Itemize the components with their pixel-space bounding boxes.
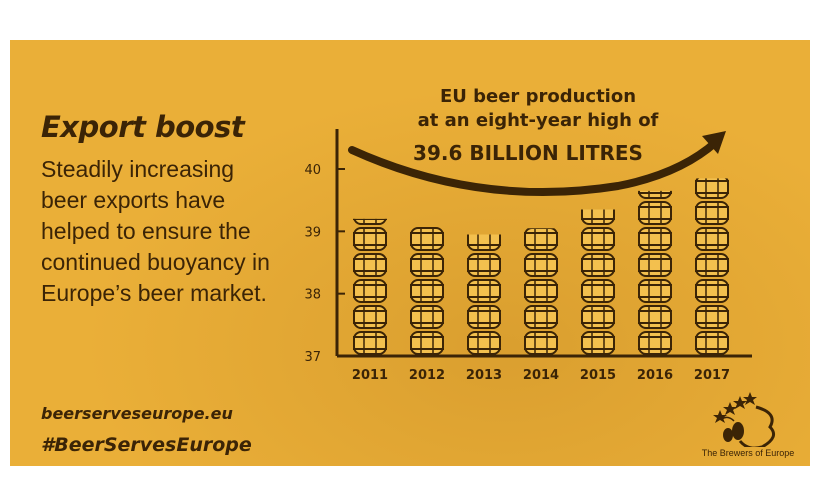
barrel-icon <box>524 228 558 251</box>
y-tick-label: 38 <box>304 288 321 303</box>
chart-title-line-2: at an eight-year high of <box>418 110 659 131</box>
barrel-icon <box>410 305 444 329</box>
hashtag: #BeerServesEurope <box>41 434 252 456</box>
barrel-icon <box>581 331 615 355</box>
x-tick-label: 2014 <box>523 368 559 383</box>
barrel-icon <box>581 209 615 225</box>
trend-arrow-curve <box>348 138 720 197</box>
barrel-icon <box>638 201 672 225</box>
barrel-icon <box>581 227 615 251</box>
infographic-card: Export boost Steadily increasing beer ex… <box>10 40 810 466</box>
barrel-icon <box>467 234 501 251</box>
barrel-icon <box>467 305 501 329</box>
barrel-icon <box>524 305 558 329</box>
barrel-bars <box>353 178 729 355</box>
barrel-icon <box>695 279 729 303</box>
barrel-icon <box>638 279 672 303</box>
hop-logo-icon <box>713 392 776 450</box>
body-text: Steadily increasing beer exports have he… <box>41 156 270 306</box>
bar-2016 <box>638 190 672 355</box>
barrel-icon <box>467 331 501 355</box>
barrel-icon <box>353 305 387 329</box>
bar-2014 <box>524 228 558 355</box>
bar-2012 <box>410 202 444 355</box>
barrel-icon <box>581 253 615 277</box>
barrel-icon <box>410 202 444 224</box>
logo-text: The Brewers of Europe <box>701 448 795 458</box>
trend-arrow-head <box>702 131 726 154</box>
barrel-icon <box>410 331 444 355</box>
barrel-icon <box>353 331 387 355</box>
barrel-icon <box>524 331 558 355</box>
barrel-icon <box>353 227 387 251</box>
x-tick-label: 2011 <box>352 368 388 383</box>
brewers-logo: The Brewers of Europe <box>698 385 798 460</box>
trend-arrow <box>348 131 726 197</box>
barrel-icon <box>410 227 444 251</box>
y-tick-label: 40 <box>304 163 321 178</box>
x-axis: 2011 2012 2013 2014 2015 2016 2017 <box>337 354 752 383</box>
barrel-icon <box>695 227 729 251</box>
barrel-icon <box>638 253 672 277</box>
barrel-icon <box>638 305 672 329</box>
barrel-icon <box>353 279 387 303</box>
barrel-icon <box>467 253 501 277</box>
barrel-icon <box>695 331 729 355</box>
barrel-icon <box>467 279 501 303</box>
barrel-icon <box>581 305 615 329</box>
website-link[interactable]: beerserveseurope.eu <box>41 404 233 423</box>
chart-title-line-1: EU beer production <box>440 86 636 107</box>
production-chart: EU beer production at an eight-year high… <box>304 86 752 383</box>
barrel-icon <box>638 227 672 251</box>
x-tick-label: 2017 <box>694 368 730 383</box>
x-tick-label: 2012 <box>409 368 445 383</box>
y-tick-label: 37 <box>304 350 321 365</box>
barrel-icon <box>524 253 558 277</box>
barrel-icon <box>695 201 729 225</box>
barrel-icon <box>638 190 672 199</box>
barrel-icon <box>524 279 558 303</box>
barrel-icon <box>410 279 444 303</box>
chart-title-value: 39.6 BILLION LITRES <box>413 141 643 165</box>
bar-2015 <box>581 209 615 355</box>
x-tick-label: 2013 <box>466 368 502 383</box>
bar-2011 <box>353 218 387 355</box>
barrel-icon <box>695 178 729 199</box>
page-title: Export boost <box>41 110 245 144</box>
bar-2017 <box>695 178 729 355</box>
barrel-icon <box>695 253 729 277</box>
barrel-icon <box>695 305 729 329</box>
barrel-icon <box>353 253 387 277</box>
x-tick-label: 2016 <box>637 368 673 383</box>
bar-2013 <box>467 234 501 355</box>
y-axis: 37 38 39 40 <box>304 129 345 365</box>
y-tick-label: 39 <box>304 225 321 240</box>
barrel-icon <box>638 331 672 355</box>
x-tick-label: 2015 <box>580 368 616 383</box>
background-photo-tint <box>10 40 810 466</box>
barrel-icon <box>410 253 444 277</box>
barrel-icon <box>581 279 615 303</box>
barrel-icon <box>353 218 387 225</box>
